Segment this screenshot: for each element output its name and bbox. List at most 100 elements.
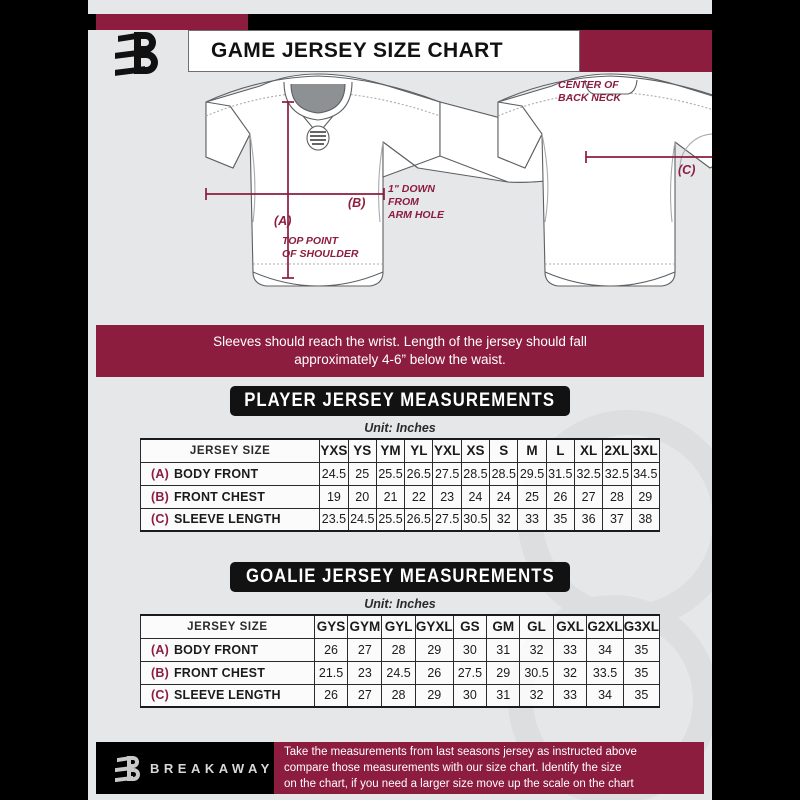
goalie-section-banner: GOALIE JERSEY MEASUREMENTS bbox=[230, 562, 570, 592]
measurement-value: 27.5 bbox=[452, 660, 488, 685]
measurement-value: 38 bbox=[630, 507, 661, 532]
player-unit-label: Unit: Inches bbox=[364, 421, 436, 435]
measurement-value: 35 bbox=[545, 507, 575, 532]
measurement-label: (A) BODY FRONT bbox=[139, 461, 321, 486]
measurement-value: 27.5 bbox=[432, 461, 462, 486]
size-column-header: GYM bbox=[347, 614, 383, 639]
breakaway-b-logo-icon bbox=[112, 30, 164, 76]
measurement-value: 25 bbox=[347, 461, 377, 486]
header-maroon-block bbox=[580, 30, 712, 72]
measurement-label: (B) FRONT CHEST bbox=[140, 660, 315, 685]
size-column-header: GM bbox=[486, 614, 521, 639]
size-column-header: GL bbox=[519, 614, 554, 639]
measurement-value: 29.5 bbox=[517, 461, 547, 486]
measurement-value: 30 bbox=[452, 637, 488, 662]
measurement-value: 35 bbox=[622, 637, 661, 662]
fit-note-banner: Sleeves should reach the wrist. Length o… bbox=[96, 325, 704, 377]
page-header: GAME JERSEY SIZE CHART bbox=[88, 30, 712, 76]
measurement-value: 31 bbox=[486, 637, 521, 662]
measurement-value: 21.5 bbox=[313, 660, 349, 685]
center-neck-line1: CENTER OF bbox=[558, 79, 619, 91]
size-column-header: YS bbox=[347, 438, 377, 463]
player-section-banner: PLAYER JERSEY MEASUREMENTS bbox=[230, 386, 570, 416]
back-jersey-illustration bbox=[497, 73, 712, 287]
goalie-banner-label: GOALIE JERSEY MEASUREMENTS bbox=[245, 566, 555, 587]
page-footer: BREAKAWAY Take the measurements from las… bbox=[96, 742, 704, 794]
measurement-value: 25 bbox=[517, 484, 547, 509]
size-column-header: S bbox=[489, 438, 519, 463]
measurement-value: 26 bbox=[313, 637, 349, 662]
measurement-value: 30.5 bbox=[460, 507, 491, 532]
jersey-diagrams: (B) 1" DOWN FROM ARM HOLE (A) TOP POINT … bbox=[88, 72, 712, 322]
measurement-value: 24.5 bbox=[381, 660, 416, 685]
measurement-value: 26 bbox=[414, 660, 454, 685]
page-title: GAME JERSEY SIZE CHART bbox=[211, 39, 503, 62]
footer-instructions: Take the measurements from last seasons … bbox=[274, 742, 704, 794]
measurement-label: (B) FRONT CHEST bbox=[139, 484, 321, 509]
measurement-tag: (C) bbox=[151, 688, 169, 703]
table-header-row: JERSEY SIZE YXS YS YM YL YXL XS S M L XL 2XL 3XL bbox=[139, 438, 661, 463]
table-row: (A) BODY FRONT 26 27 28 29 30 31 32 33 34 35 bbox=[140, 637, 661, 662]
label-b-tag: (B) bbox=[348, 196, 365, 210]
size-column-header: G2XL bbox=[586, 614, 624, 639]
footer-line-1: Take the measurements from last seasons … bbox=[284, 745, 637, 758]
measurement-value: 27 bbox=[573, 484, 604, 509]
measurement-tag: (C) bbox=[151, 512, 169, 527]
size-column-header: GS bbox=[452, 614, 488, 639]
measurement-value: 26 bbox=[545, 484, 575, 509]
measurement-value: 34 bbox=[586, 683, 624, 708]
table-row: (C) SLEEVE LENGTH 23.5 24.5 25.5 26.5 27.5 30.5… bbox=[139, 507, 661, 532]
measurement-value: 26.5 bbox=[404, 461, 434, 486]
measurement-value: 19 bbox=[319, 484, 349, 509]
fit-note-line-2: approximately 4-6” below the waist. bbox=[294, 352, 506, 367]
measurement-value: 32 bbox=[489, 507, 519, 532]
measurement-value: 28.5 bbox=[460, 461, 491, 486]
measurement-label: (A) BODY FRONT bbox=[140, 637, 315, 662]
jersey-size-header: JERSEY SIZE bbox=[139, 438, 321, 463]
measurement-value: 24.5 bbox=[347, 507, 377, 532]
measurement-value: 30.5 bbox=[519, 660, 554, 685]
measurement-value: 27.5 bbox=[432, 507, 462, 532]
measurement-value: 28.5 bbox=[489, 461, 519, 486]
measurement-value: 24 bbox=[489, 484, 519, 509]
size-column-header: GYXL bbox=[414, 614, 454, 639]
player-banner-label: PLAYER JERSEY MEASUREMENTS bbox=[244, 390, 556, 411]
measurement-value: 27 bbox=[347, 683, 383, 708]
footer-line-2: compare those measurements with our size… bbox=[284, 761, 622, 774]
measurement-label: (C) SLEEVE LENGTH bbox=[140, 683, 315, 708]
label-a-line1: TOP POINT bbox=[282, 235, 340, 247]
measurement-value: 30 bbox=[452, 683, 488, 708]
measurement-tag: (A) bbox=[151, 466, 169, 481]
table-row: (A) BODY FRONT 24.5 25 25.5 26.5 27.5 28.5 28.5 2… bbox=[139, 461, 661, 486]
size-column-header: GYL bbox=[381, 614, 416, 639]
footer-line-3: on the chart, if you need a larger size … bbox=[284, 778, 634, 791]
breakaway-b-logo-icon bbox=[114, 755, 144, 782]
size-column-header: M bbox=[517, 438, 547, 463]
table-row: (B) FRONT CHEST 19 20 21 22 23 24 24 25 26 27 28 29 bbox=[139, 484, 661, 509]
measurement-tag: (B) bbox=[151, 489, 169, 504]
measurement-value: 29 bbox=[414, 683, 454, 708]
measurement-value: 32 bbox=[519, 637, 554, 662]
label-b-line1: 1" DOWN bbox=[388, 183, 435, 195]
size-column-header: GYS bbox=[313, 614, 349, 639]
measurement-tag: (A) bbox=[151, 642, 169, 657]
measurement-value: 33 bbox=[552, 637, 588, 662]
size-column-header: 3XL bbox=[630, 438, 661, 463]
size-column-header: YXS bbox=[319, 438, 349, 463]
measurement-value: 32 bbox=[552, 660, 588, 685]
label-b-line2: FROM bbox=[388, 196, 419, 208]
label-b-line3: ARM HOLE bbox=[387, 209, 445, 221]
measurement-value: 23 bbox=[432, 484, 462, 509]
measurement-value: 33 bbox=[517, 507, 547, 532]
measurement-value: 23.5 bbox=[319, 507, 349, 532]
goalie-unit-label: Unit: Inches bbox=[364, 597, 436, 611]
measurement-value: 24.5 bbox=[319, 461, 349, 486]
jersey-size-header: JERSEY SIZE bbox=[140, 614, 315, 639]
measurement-value: 32 bbox=[519, 683, 554, 708]
label-a-line2: OF SHOULDER bbox=[282, 248, 359, 260]
measurement-value: 26.5 bbox=[404, 507, 434, 532]
measurement-value: 31.5 bbox=[545, 461, 575, 486]
size-column-header: GXL bbox=[552, 614, 588, 639]
size-column-header: YXL bbox=[432, 438, 462, 463]
measurement-value: 25.5 bbox=[375, 461, 406, 486]
